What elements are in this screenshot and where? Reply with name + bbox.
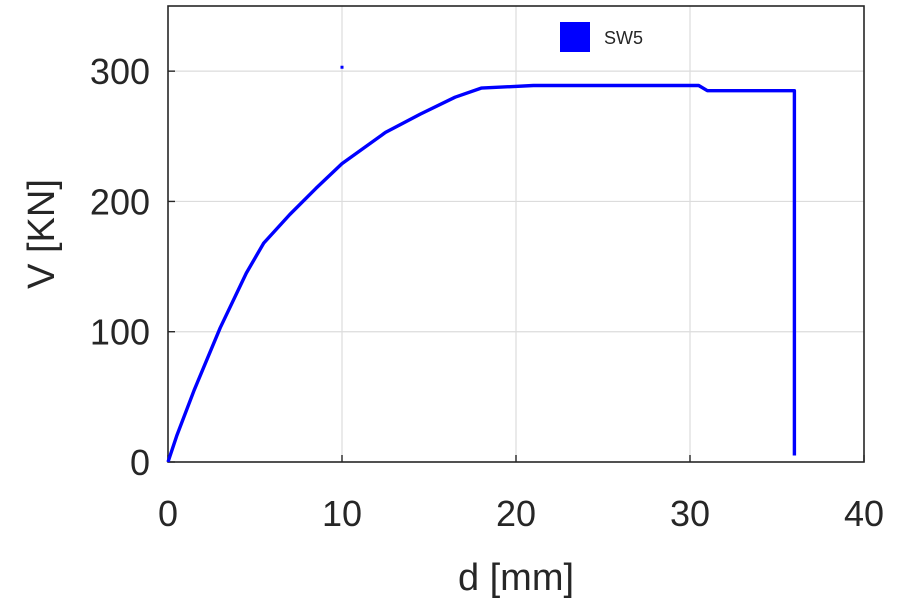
- x-tick-label: 10: [322, 493, 362, 534]
- x-tick-label: 20: [496, 493, 536, 534]
- y-axis-ticks: 0 100 200 300: [90, 51, 175, 483]
- legend-label-sw5: SW5: [604, 28, 643, 48]
- y-tick-label: 200: [90, 181, 150, 222]
- x-tick-label: 40: [844, 493, 884, 534]
- y-tick-label: 0: [130, 442, 150, 483]
- series-line-sw5: [166, 83, 797, 463]
- x-axis-ticks: 0 10 20 30 40: [158, 455, 884, 534]
- grid-lines: [168, 6, 864, 462]
- y-tick-label: 300: [90, 51, 150, 92]
- legend: SW5: [560, 22, 643, 52]
- x-tick-label: 0: [158, 493, 178, 534]
- x-axis-label: d [mm]: [458, 557, 574, 599]
- legend-swatch-sw5: [560, 22, 590, 52]
- series-layer: [166, 65, 797, 463]
- y-axis-label: V [KN]: [21, 179, 63, 289]
- y-tick-label: 100: [90, 312, 150, 353]
- x-tick-label: 30: [670, 493, 710, 534]
